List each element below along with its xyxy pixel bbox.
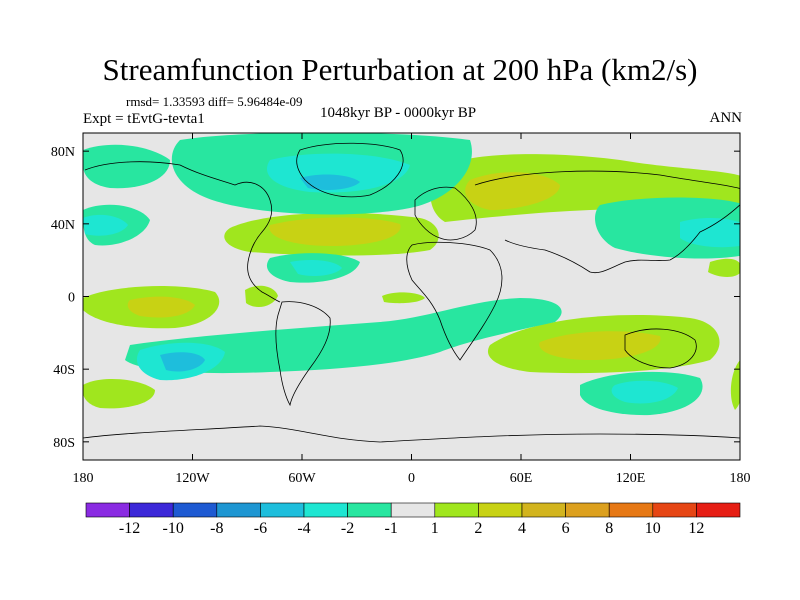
lat-label: 40S xyxy=(53,363,75,378)
coast-asia xyxy=(474,170,740,274)
contour-positive-indian-core xyxy=(539,331,661,360)
season-label: ANN xyxy=(709,110,743,126)
contour-positive-atlantic-core xyxy=(269,217,401,246)
colorbar-label: -6 xyxy=(254,520,267,537)
lon-label: 60W xyxy=(288,471,316,486)
experiment-label: Expt = tEvtG-tevta1 xyxy=(83,111,205,127)
colorbar-label: -12 xyxy=(119,520,140,537)
coastlines xyxy=(83,142,740,443)
coast-europe xyxy=(414,186,477,241)
colorbar-label: 12 xyxy=(688,520,704,537)
contour-positive-america-north xyxy=(245,285,278,308)
colorbar-swatch xyxy=(608,502,654,518)
contour-positive-south-atlantic xyxy=(83,378,155,409)
colorbar-label: 1 xyxy=(431,520,439,537)
colorbar-swatch xyxy=(216,502,261,518)
contour-positive-europe-core xyxy=(465,172,560,210)
period-label: 1048kyr BP - 0000kyr BP xyxy=(320,105,477,121)
contour-positive-asia-east xyxy=(708,258,740,277)
contour-negative-subtropic-america-core xyxy=(290,260,342,276)
contour-negative-north-pacific-core xyxy=(83,214,128,236)
coast-africa xyxy=(406,241,503,361)
coast-australia xyxy=(624,328,697,369)
colorbar-label: -1 xyxy=(385,520,398,537)
coast-south-america xyxy=(275,301,331,407)
colorbar-swatch xyxy=(303,502,348,518)
lon-label: 60E xyxy=(510,471,533,486)
colorbar-label: -10 xyxy=(163,520,184,537)
colorbar-swatch xyxy=(696,502,741,518)
colorbar-swatch xyxy=(521,502,566,518)
contour-negative-indian-south-core xyxy=(611,380,678,404)
colorbar-swatch xyxy=(434,502,479,518)
page-title: Streamfunction Perturbation at 200 hPa (… xyxy=(102,52,698,87)
colorbar-label: -2 xyxy=(341,520,354,537)
colorbar-swatch xyxy=(652,502,697,518)
colorbar-label: 2 xyxy=(474,520,482,537)
stats-text: rmsd= 1.33593 diff= 5.96484e-09 xyxy=(126,94,303,109)
lat-label: 80S xyxy=(53,436,75,451)
longitude-axis: 180 120W 60W 0 60E 120E 180 xyxy=(73,133,751,486)
coast-greenland xyxy=(296,142,404,198)
contour-positive-pacific-west-core xyxy=(127,296,195,318)
lon-label: 120W xyxy=(175,471,210,486)
contour-positive-africa-west xyxy=(382,292,425,304)
colorbar-swatch xyxy=(172,502,218,518)
colorbar-swatch xyxy=(390,502,436,518)
colorbar-label: 6 xyxy=(562,520,570,537)
colorbar-label: -4 xyxy=(297,520,310,537)
colorbar-swatch xyxy=(478,502,523,518)
coast-antarctica xyxy=(83,425,740,443)
lat-label: 80N xyxy=(51,145,75,160)
contour-negative-arctic-inner xyxy=(300,174,360,190)
colorbar-swatch xyxy=(260,502,305,518)
colorbar-swatch xyxy=(565,502,610,518)
contour-negative-south-pacific-inner xyxy=(160,352,205,372)
contour-negative-east-asia-core xyxy=(680,218,740,248)
colorbar-labels: -12 -10 -8 -6 -4 -2 -1 1 2 4 6 8 10 12 xyxy=(119,520,704,537)
contour-negative-south-band xyxy=(125,298,562,374)
lon-label: 180 xyxy=(73,471,94,486)
lon-label: 120E xyxy=(616,471,646,486)
colorbar-swatch xyxy=(85,502,130,518)
lat-label: 40N xyxy=(51,218,75,233)
colorbar-label: -8 xyxy=(210,520,223,537)
latitude-axis: 80N 40N 0 40S 80S xyxy=(51,145,740,451)
colorbar-label: 10 xyxy=(645,520,661,537)
lat-label: 0 xyxy=(68,291,75,306)
coast-north-america xyxy=(84,161,281,303)
contour-field xyxy=(83,133,740,460)
colorbar-swatch xyxy=(347,502,392,518)
contour-negative-arctic-core xyxy=(266,153,410,193)
contour-positive-south-pacific xyxy=(730,360,740,410)
lon-label: 180 xyxy=(730,471,751,486)
colorbar-swatch xyxy=(129,502,174,518)
colorbar xyxy=(85,502,741,518)
colorbar-label: 8 xyxy=(605,520,613,537)
lon-label: 0 xyxy=(408,471,415,486)
contour-negative-nw-pacific xyxy=(83,144,170,189)
colorbar-label: 4 xyxy=(518,520,526,537)
